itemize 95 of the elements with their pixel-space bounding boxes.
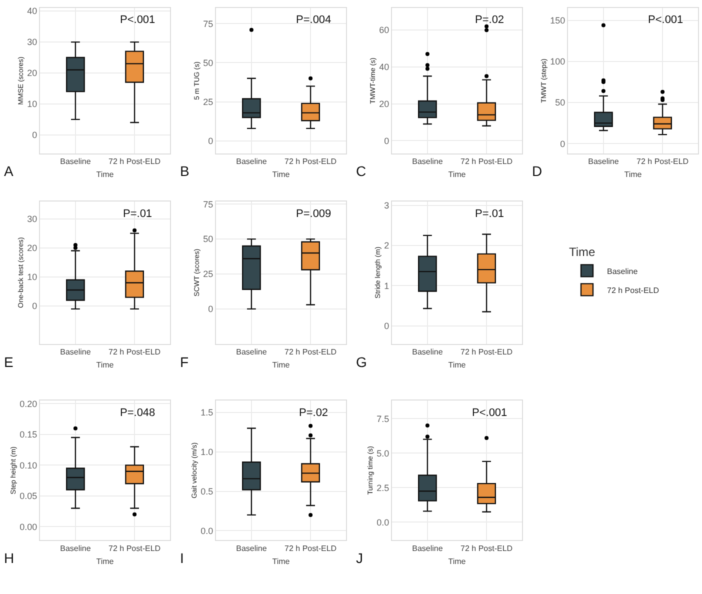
x-axis-title: Time <box>448 360 466 370</box>
annotation: P=.02 <box>299 407 328 419</box>
y-tick-label: 0 <box>32 301 38 312</box>
y-tick-label: 0.05 <box>20 491 38 502</box>
x-tick-label: Baseline <box>412 544 444 553</box>
text: C <box>356 163 366 179</box>
y-tick-label: 20 <box>27 243 38 254</box>
y-tick-label: 0.5 <box>200 486 214 496</box>
x-tick-label: Baseline <box>588 157 620 166</box>
y-tick-label: 0 <box>32 130 38 140</box>
x-tick-label: Baseline <box>60 347 92 356</box>
annotation: P=.004 <box>296 14 332 26</box>
x-tick-label: 72 h Post-ELD <box>460 544 513 553</box>
y-tick-label: 50 <box>555 98 566 108</box>
x-tick-label: 72 h Post-ELD <box>108 544 161 553</box>
y-tick-label: 0 <box>560 138 566 149</box>
y-tick-label: 20 <box>27 68 38 78</box>
x-tick-label: Baseline <box>236 157 268 166</box>
x-axis-title: Time <box>448 170 466 180</box>
x-tick-label: Baseline <box>412 157 444 166</box>
x-tick-label: 72 h Post-ELD <box>284 544 337 553</box>
y-tick-label: 0.15 <box>20 430 38 440</box>
annotation: P<.001 <box>120 14 156 26</box>
text: H <box>4 550 14 566</box>
text: F <box>180 354 189 370</box>
annotation: P=.01 <box>475 208 504 220</box>
text: I <box>180 550 184 566</box>
y-tick-label: 3 <box>384 200 390 210</box>
text: G <box>356 354 367 370</box>
y-tick-label: 0.10 <box>20 460 38 470</box>
y-tick-label: 5.0 <box>376 448 390 458</box>
x-axis-title: Time <box>272 360 290 370</box>
x-tick-label: 72 h Post-ELD <box>284 347 337 356</box>
x-axis-title: Time <box>272 556 290 566</box>
x-tick-label: 72 h Post-ELD <box>108 347 161 356</box>
y-tick-label: 0.20 <box>20 398 38 409</box>
text: D <box>532 163 542 179</box>
annotation: P=.009 <box>296 208 332 220</box>
x-axis-title: Time <box>96 360 114 370</box>
x-tick-label: Baseline <box>236 544 268 553</box>
y-tick-label: 40 <box>379 62 390 72</box>
y-tick-label: 30 <box>27 37 38 48</box>
x-tick-label: Baseline <box>412 347 444 356</box>
y-tick-label: 150 <box>550 15 566 26</box>
y-tick-label: 25 <box>203 97 214 108</box>
y-tick-label: 1.0 <box>200 447 214 458</box>
x-tick-label: 72 h Post-ELD <box>284 157 337 166</box>
x-axis-title: Time <box>624 170 642 180</box>
x-tick-label: Baseline <box>236 347 268 356</box>
x-tick-label: 72 h Post-ELD <box>108 157 161 166</box>
y-tick-label: 0 <box>384 320 390 331</box>
legend-label: 72 h Post-ELD <box>607 286 660 295</box>
y-tick-label: 2.5 <box>376 482 390 493</box>
y-tick-label: 0.0 <box>376 517 390 528</box>
y-tick-label: 50 <box>203 58 214 68</box>
x-axis-title: Time <box>272 170 290 180</box>
y-tick-label: 10 <box>27 99 38 110</box>
y-tick-label: 20 <box>379 98 390 109</box>
annotation: P=.048 <box>120 407 156 419</box>
y-tick-label: 1 <box>384 280 390 291</box>
y-tick-label: 30 <box>27 214 38 224</box>
y-tick-label: 10 <box>27 272 38 282</box>
text: A <box>4 163 14 179</box>
annotation: P<.001 <box>648 14 684 26</box>
annotation: P=.01 <box>123 208 152 220</box>
x-tick-label: 72 h Post-ELD <box>636 157 689 166</box>
y-tick-label: 50 <box>203 234 214 244</box>
x-tick-label: 72 h Post-ELD <box>460 347 513 356</box>
y-tick-label: 0 <box>208 136 214 146</box>
text: E <box>4 354 14 370</box>
y-tick-label: 0.0 <box>200 526 214 536</box>
annotation: P=.02 <box>475 14 504 26</box>
annotation: P<.001 <box>472 407 508 419</box>
text: J <box>356 550 363 566</box>
y-tick-label: 40 <box>27 6 38 16</box>
y-tick-label: 0 <box>384 136 390 146</box>
y-tick-label: 0 <box>208 304 214 314</box>
x-axis-title: Time <box>96 556 114 566</box>
y-tick-label: 1.5 <box>200 408 214 418</box>
y-tick-label: 7.5 <box>376 414 390 424</box>
x-tick-label: Baseline <box>60 544 92 553</box>
y-tick-label: 2 <box>384 240 390 251</box>
y-tick-label: 60 <box>379 25 390 36</box>
legend-title: Time <box>569 245 596 260</box>
x-axis-title: Time <box>448 556 466 566</box>
y-tick-label: 75 <box>203 18 214 29</box>
legend-label: Baseline <box>607 266 638 276</box>
x-tick-label: Baseline <box>60 157 92 166</box>
y-tick-label: 0.00 <box>20 522 38 532</box>
text: B <box>180 163 190 179</box>
x-axis-title: Time <box>96 170 114 180</box>
y-tick-label: 75 <box>203 199 214 210</box>
x-tick-label: 72 h Post-ELD <box>460 157 513 166</box>
y-tick-label: 25 <box>203 269 214 280</box>
y-tick-label: 100 <box>550 56 566 67</box>
